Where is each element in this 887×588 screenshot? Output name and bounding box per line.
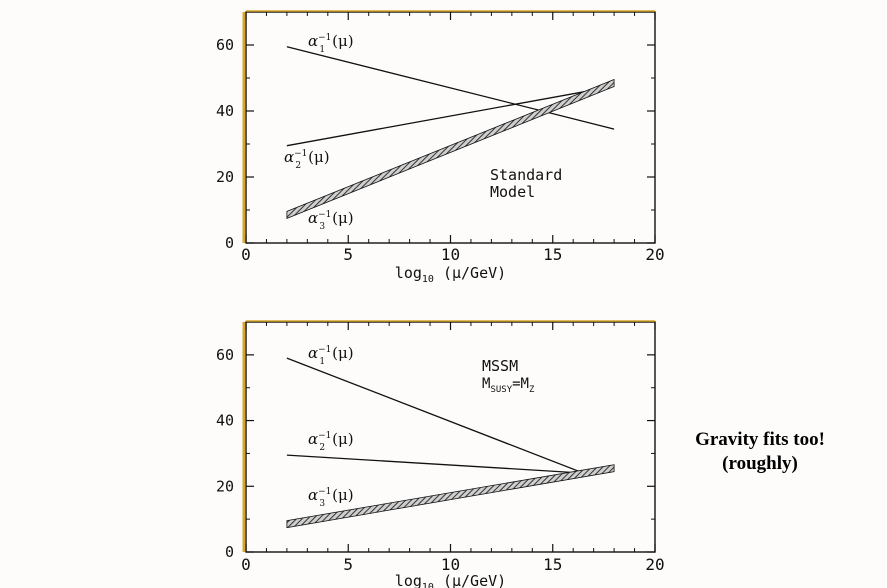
x-tick-label: 10	[441, 555, 460, 574]
x-tick-label: 0	[241, 555, 251, 574]
annotation-line-1: MSSM	[482, 357, 518, 375]
side-note-line-2: (roughly)	[722, 453, 798, 474]
y-tick-label: 20	[216, 168, 234, 186]
y-tick-label: 60	[216, 346, 234, 364]
x-axis-label: log10 (μ/GeV)	[395, 572, 506, 588]
chart-panel-1: 0 20 40 60 0 5 10 15 20 log10 (μ/GeV) α−1 1 (μ) α−1 2(…	[216, 10, 665, 285]
y-tick-label: 40	[216, 102, 234, 120]
x-tick-label: 15	[543, 245, 562, 264]
y-tick-label: 40	[216, 412, 234, 430]
x-tick-label: 10	[441, 245, 460, 264]
y-tick-label: 0	[225, 543, 234, 561]
side-note-line-1: Gravity fits too!	[695, 429, 825, 450]
series-line-2	[286, 85, 615, 147]
x-tick-label: 0	[241, 245, 251, 264]
series-label-3: α−1 3 (μ)	[308, 209, 354, 232]
x-axis-label: log10 (μ/GeV)	[395, 264, 506, 285]
side-note: Gravity fits too! (roughly)	[690, 428, 830, 476]
x-tick-label: 20	[645, 245, 664, 264]
x-tick-label: 20	[645, 555, 664, 574]
series-line-1	[286, 357, 615, 474]
series-band-3	[286, 78, 615, 219]
series-label-1: α−1 1 (μ)	[308, 344, 354, 367]
series-line-1	[286, 46, 615, 130]
series-line-2	[286, 454, 615, 474]
series-label-2: α−1 2 (μ)	[284, 148, 330, 171]
chart-panel-2: 0 20 40 60 0 5 10 15 20 log10 (μ/GeV) α−1 1 (μ) α−1 2(…	[216, 320, 665, 588]
x-tick-label: 15	[543, 555, 562, 574]
series-band-3	[286, 464, 615, 529]
x-tick-label: 5	[343, 245, 353, 264]
y-tick-label: 20	[216, 477, 234, 495]
y-tick-label: 0	[225, 234, 234, 252]
x-tick-label: 5	[343, 555, 353, 574]
annotation-line-2: MSUSY=MZ	[482, 376, 535, 395]
annotation-line-1: Standard	[490, 166, 562, 184]
y-tick-label: 60	[216, 36, 234, 54]
series-label-1: α−1 1 (μ)	[308, 32, 354, 55]
series-label-3: α−1 3 (μ)	[308, 486, 354, 509]
annotation-line-2: Model	[490, 183, 535, 201]
series-label-2: α−1 2 (μ)	[308, 430, 354, 453]
